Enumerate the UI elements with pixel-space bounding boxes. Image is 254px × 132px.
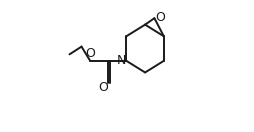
Text: N: N bbox=[117, 54, 126, 67]
Text: O: O bbox=[86, 47, 96, 60]
Text: O: O bbox=[156, 11, 166, 24]
Text: O: O bbox=[98, 81, 108, 95]
